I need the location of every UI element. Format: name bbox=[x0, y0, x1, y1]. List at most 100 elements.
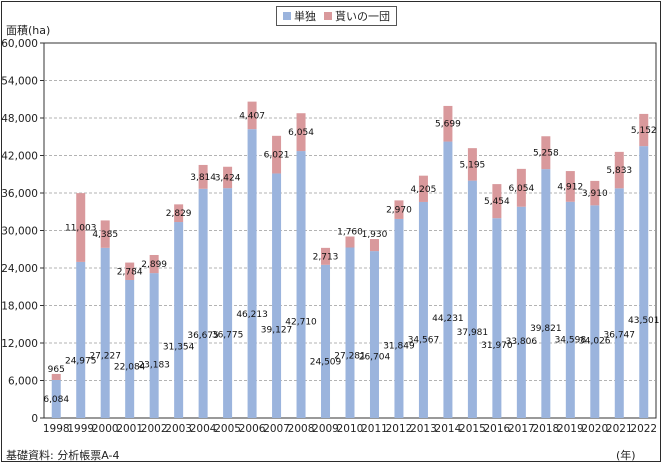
bar-group bbox=[565, 171, 575, 202]
x-tick-label: 2005 bbox=[214, 423, 241, 435]
data-label-single: 31,849 bbox=[383, 341, 415, 351]
bar-group bbox=[369, 239, 379, 252]
y-tick-label: 30,000 bbox=[1, 226, 38, 238]
y-tick-label: 0 bbox=[31, 413, 38, 425]
bar-group bbox=[223, 166, 233, 189]
bar-group bbox=[614, 151, 624, 189]
bar-single bbox=[51, 379, 61, 418]
x-tick-label: 2014 bbox=[435, 423, 462, 435]
x-tick-label: 2015 bbox=[459, 423, 486, 435]
source-note: 基礎資料: 分析帳票A-4 bbox=[6, 449, 120, 462]
x-tick-label: 2020 bbox=[581, 423, 608, 435]
data-label-group: 5,152 bbox=[631, 126, 657, 136]
x-tick-label: 2022 bbox=[630, 423, 657, 435]
x-tick-label: 2016 bbox=[484, 423, 511, 435]
data-label-single: 31,354 bbox=[163, 342, 195, 352]
data-label-group: 2,829 bbox=[166, 209, 192, 219]
bar-single bbox=[418, 201, 428, 418]
data-label-group: 3,424 bbox=[215, 173, 241, 183]
bar-single bbox=[639, 146, 649, 418]
x-tick-label: 2006 bbox=[239, 423, 266, 435]
data-label-single: 6,084 bbox=[43, 395, 69, 405]
data-label-group: 5,195 bbox=[460, 160, 486, 170]
data-label-group: 5,454 bbox=[484, 197, 510, 207]
bar-single bbox=[541, 169, 551, 418]
data-label-group: 2,970 bbox=[386, 206, 412, 216]
bar-group bbox=[394, 200, 404, 219]
x-tick-label: 2007 bbox=[263, 423, 290, 435]
x-tick-label: 2018 bbox=[532, 423, 559, 435]
bar-group bbox=[174, 204, 184, 223]
data-label-single: 31,970 bbox=[481, 341, 513, 351]
bar-group bbox=[467, 148, 477, 181]
y-tick-label: 60,000 bbox=[1, 38, 38, 50]
data-label-single: 27,227 bbox=[89, 351, 121, 361]
data-label-group: 2,784 bbox=[117, 267, 143, 277]
bar-single bbox=[100, 247, 110, 418]
data-label-group: 4,407 bbox=[239, 111, 265, 121]
legend-label-single: 単独 bbox=[294, 10, 316, 23]
x-tick-label: 2002 bbox=[141, 423, 168, 435]
x-tick-label: 2012 bbox=[386, 423, 413, 435]
bar-single bbox=[296, 151, 306, 418]
y-tick-label: 42,000 bbox=[1, 151, 38, 163]
data-label-single: 44,231 bbox=[432, 314, 464, 324]
x-tick-label: 2011 bbox=[361, 423, 388, 435]
data-label-group: 3,910 bbox=[582, 189, 608, 199]
bar-group bbox=[418, 175, 428, 202]
y-tick-label: 18,000 bbox=[1, 301, 38, 313]
x-axis-unit: (年) bbox=[616, 449, 636, 462]
bar-single bbox=[345, 247, 355, 418]
x-tick-label: 2003 bbox=[165, 423, 192, 435]
x-tick-label: 2017 bbox=[508, 423, 535, 435]
data-label-group: 6,054 bbox=[288, 128, 314, 138]
bar-single bbox=[174, 222, 184, 418]
bar-single bbox=[590, 205, 600, 418]
bar-single bbox=[321, 264, 331, 418]
data-label-group: 5,699 bbox=[435, 120, 461, 130]
data-label-group: 6,021 bbox=[264, 151, 290, 161]
bar-single bbox=[247, 129, 257, 418]
bar-group bbox=[51, 373, 61, 380]
y-axis-label: 面積(ha) bbox=[6, 24, 51, 37]
y-tick-label: 54,000 bbox=[1, 76, 38, 88]
data-label-group: 4,912 bbox=[557, 182, 583, 192]
bar-group bbox=[590, 180, 600, 206]
bar-group bbox=[345, 236, 355, 248]
data-label-single: 26,704 bbox=[359, 353, 391, 363]
bar-group bbox=[125, 262, 135, 280]
data-label-group: 1,930 bbox=[362, 230, 388, 240]
data-label-group: 5,258 bbox=[533, 149, 559, 159]
bar-single bbox=[467, 180, 477, 418]
data-label-single: 27,281 bbox=[334, 351, 366, 361]
legend-swatch-single bbox=[283, 12, 291, 20]
data-label-group: 6,054 bbox=[508, 184, 534, 194]
bar-group bbox=[492, 184, 502, 219]
data-label-single: 43,501 bbox=[628, 316, 660, 326]
bar-single bbox=[76, 261, 86, 418]
bar-group bbox=[639, 113, 649, 147]
y-tick-label: 12,000 bbox=[1, 338, 38, 350]
bar-single bbox=[394, 218, 404, 418]
bar-group bbox=[198, 164, 208, 189]
data-label-single: 36,747 bbox=[604, 331, 636, 341]
bar-group bbox=[100, 220, 110, 248]
bar-single bbox=[223, 188, 233, 418]
bar-group bbox=[247, 101, 257, 130]
legend-label-group: 貰いの一団 bbox=[335, 10, 390, 23]
bar-group bbox=[541, 136, 551, 170]
data-label-single: 22,084 bbox=[114, 363, 146, 373]
data-label-single: 39,127 bbox=[261, 325, 293, 335]
data-label-single: 23,183 bbox=[138, 360, 170, 370]
y-tick-label: 24,000 bbox=[1, 263, 38, 275]
data-label-single: 42,710 bbox=[285, 318, 317, 328]
y-tick-label: 6,000 bbox=[8, 376, 38, 388]
data-label-single: 24,975 bbox=[65, 356, 97, 366]
bar-single bbox=[198, 188, 208, 418]
bar-single bbox=[149, 273, 159, 418]
data-label-group: 965 bbox=[48, 365, 65, 375]
legend-swatch-group bbox=[324, 12, 332, 20]
x-tick-label: 1998 bbox=[43, 423, 70, 435]
data-label-group: 2,899 bbox=[141, 260, 167, 270]
bar-single bbox=[443, 141, 453, 418]
